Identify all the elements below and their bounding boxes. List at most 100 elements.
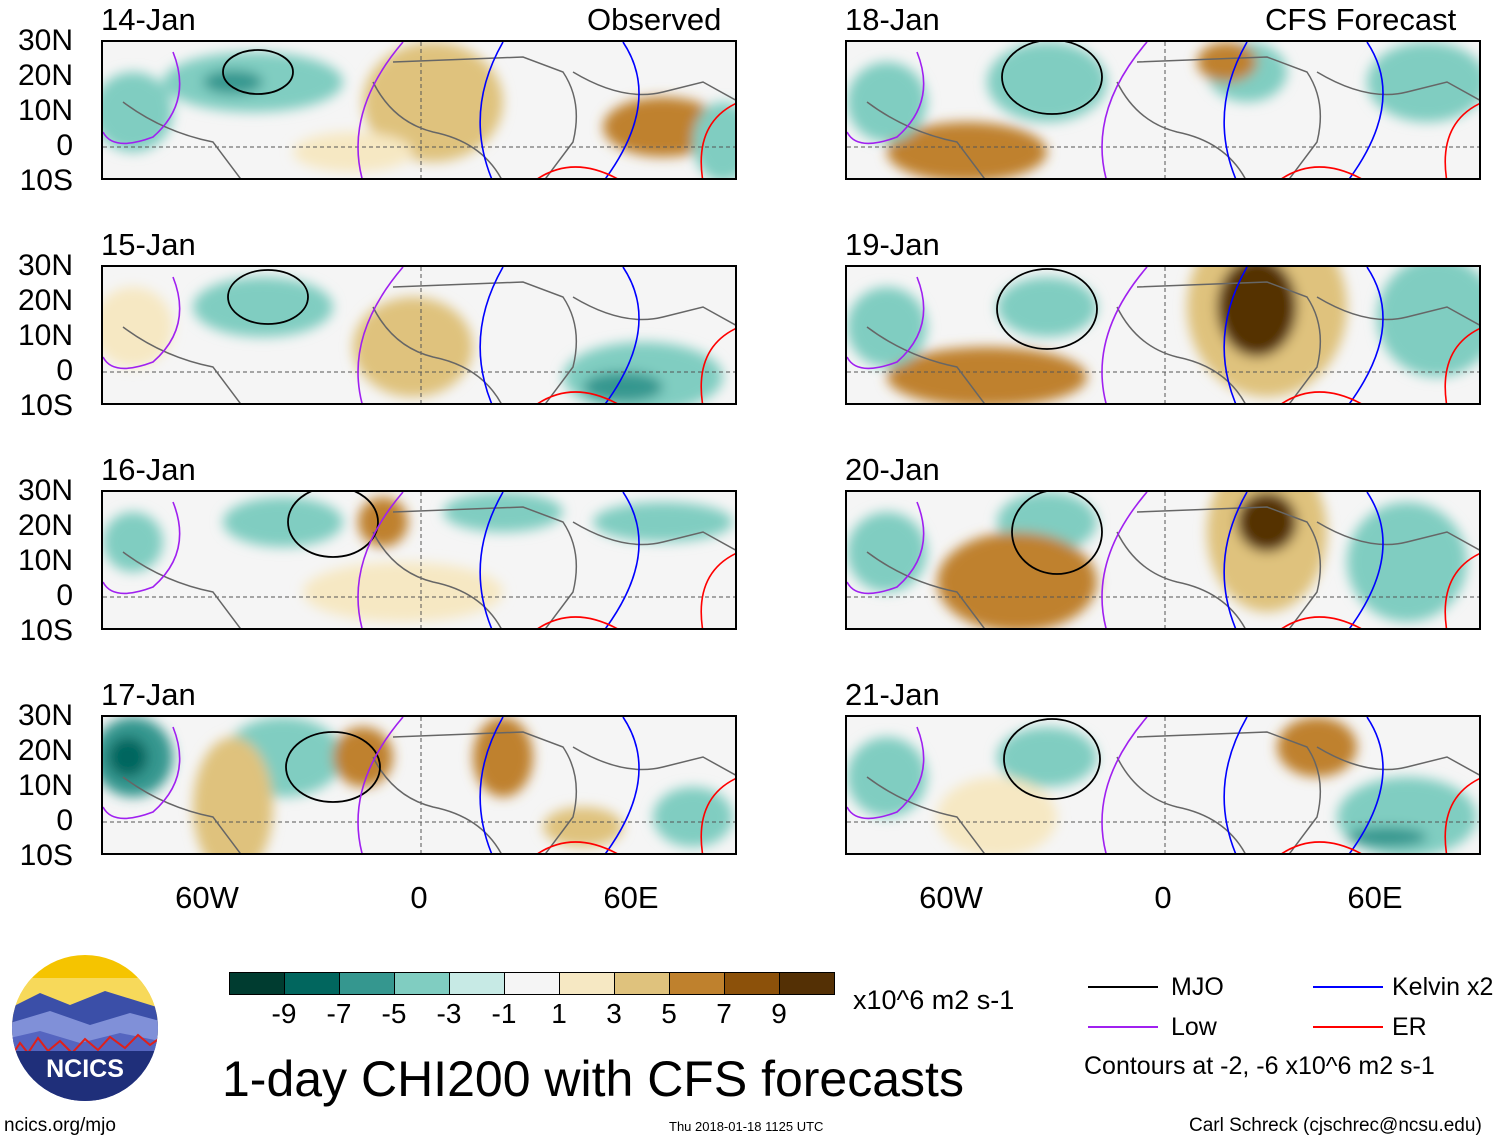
legend-kelvin-line xyxy=(1313,986,1383,988)
kelvin-contour xyxy=(479,267,640,403)
mjo-contour xyxy=(287,492,379,558)
colorbar-swatch xyxy=(780,973,834,994)
forecast-header: CFS Forecast xyxy=(1265,2,1457,37)
anomaly-region xyxy=(363,42,503,162)
map-panel xyxy=(101,715,737,855)
anomaly-region xyxy=(223,497,343,547)
coastline xyxy=(866,281,1479,403)
low-contour xyxy=(847,267,1148,403)
colorbar-swatch xyxy=(285,973,340,994)
low-contour xyxy=(847,492,1148,628)
footer-credit: Carl Schreck (cjschrec@ncsu.edu) xyxy=(1189,1115,1482,1136)
anomaly-region xyxy=(193,737,273,853)
map-panel xyxy=(845,490,1481,630)
colorbar-label: -3 xyxy=(436,998,462,1029)
lat-tick-label: 20N xyxy=(17,284,73,317)
panel-date-label: 17-Jan xyxy=(101,677,196,712)
kelvin-contour xyxy=(1223,717,1384,853)
mjo-contour xyxy=(996,268,1098,350)
kelvin-contour xyxy=(1223,42,1384,178)
colorbar-label: 1 xyxy=(551,998,567,1029)
map-panel xyxy=(845,265,1481,405)
map-panel xyxy=(101,265,737,405)
colorbar-swatch xyxy=(340,973,395,994)
kelvin-contour xyxy=(1223,492,1384,628)
er-contour xyxy=(537,553,735,628)
er-contour xyxy=(537,103,735,178)
chart-title: 1-day CHI200 with CFS forecasts xyxy=(222,1051,964,1107)
coastline xyxy=(866,731,1479,853)
units-label: x10^6 m2 s-1 xyxy=(853,985,1015,1015)
anomaly-region xyxy=(358,497,408,547)
map-panel xyxy=(101,40,737,180)
lat-tick-label: 10N xyxy=(17,769,73,802)
lat-tick-label: 10S xyxy=(19,614,73,647)
anomaly-region xyxy=(887,347,1087,403)
anomaly-region xyxy=(847,62,927,142)
colorbar-label: 7 xyxy=(716,998,732,1029)
anomaly-region xyxy=(1217,267,1297,357)
anomaly-region xyxy=(1197,42,1257,82)
coastline xyxy=(122,56,735,178)
lon-tick-label: 60E xyxy=(1347,880,1403,915)
anomaly-region xyxy=(103,512,163,572)
lat-tick-label: 10S xyxy=(19,164,73,197)
mjo-contour xyxy=(1003,718,1101,800)
colorbar-label: -1 xyxy=(491,998,517,1029)
contour-note: Contours at -2, -6 x10^6 m2 s-1 xyxy=(1084,1052,1435,1080)
lat-tick-label: 0 xyxy=(56,354,73,387)
colorbar-label: 5 xyxy=(661,998,677,1029)
lat-tick-label: 20N xyxy=(17,509,73,542)
map-panel xyxy=(101,490,737,630)
colorbar xyxy=(229,972,835,995)
lat-tick-label: 0 xyxy=(56,804,73,837)
kelvin-contour xyxy=(479,492,640,628)
lat-tick-label: 10N xyxy=(17,94,73,127)
anomaly-region xyxy=(693,102,735,178)
colorbar-swatch xyxy=(230,973,285,994)
anomaly-region xyxy=(997,277,1097,337)
er-contour xyxy=(537,778,735,853)
legend-mjo: MJO xyxy=(1171,973,1224,1001)
coastline xyxy=(866,56,1479,178)
anomaly-region xyxy=(203,70,263,94)
lon-tick-label: 60W xyxy=(919,880,983,915)
er-contour xyxy=(1281,328,1479,403)
coastline xyxy=(122,506,735,628)
anomaly-region xyxy=(193,277,333,337)
lon-tick-label: 60W xyxy=(175,880,239,915)
coastline xyxy=(122,281,735,403)
kelvin-contour xyxy=(479,717,640,853)
kelvin-contour xyxy=(1223,267,1384,403)
coastline xyxy=(122,731,735,853)
lon-tick-label: 0 xyxy=(410,880,428,915)
panel-date-label: 20-Jan xyxy=(845,452,940,487)
low-contour xyxy=(103,42,404,178)
anomaly-region xyxy=(987,42,1107,122)
low-contour xyxy=(847,42,1148,178)
legend-er: ER xyxy=(1392,1013,1427,1041)
anomaly-region xyxy=(1367,42,1479,122)
anomaly-region xyxy=(108,737,148,777)
lat-tick-label: 30N xyxy=(17,699,73,732)
observed-header: Observed xyxy=(587,2,722,37)
anomaly-region xyxy=(937,777,1057,853)
panel-date-label: 16-Jan xyxy=(101,452,196,487)
legend-low-line xyxy=(1088,1026,1158,1028)
colorbar-label: 9 xyxy=(771,998,787,1029)
footer-url[interactable]: ncics.org/mjo xyxy=(4,1115,116,1136)
anomaly-region xyxy=(303,562,503,622)
coastline xyxy=(866,506,1479,628)
low-contour xyxy=(847,717,1148,853)
anomaly-region xyxy=(353,297,473,397)
lon-tick-label: 0 xyxy=(1154,880,1172,915)
ncics-logo: NCICS xyxy=(10,953,160,1103)
panel-date-label: 18-Jan xyxy=(845,2,940,37)
anomaly-region xyxy=(847,512,927,592)
low-contour xyxy=(103,267,404,403)
kelvin-contour xyxy=(479,42,640,178)
anomaly-region xyxy=(937,532,1097,628)
colorbar-label: -9 xyxy=(271,998,297,1029)
er-contour xyxy=(1281,103,1479,178)
legend-kelvin: Kelvin x2 xyxy=(1392,973,1494,1001)
